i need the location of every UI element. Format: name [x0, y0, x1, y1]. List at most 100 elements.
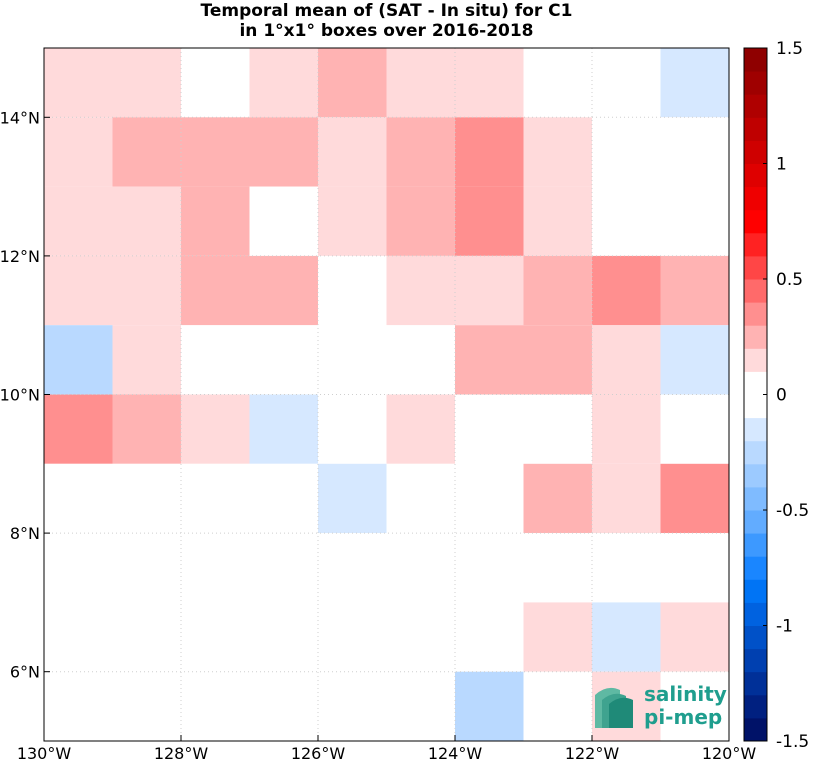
- colorbar-segment: [744, 671, 767, 696]
- colorbar-segment: [744, 394, 767, 419]
- heatmap-cell: [318, 48, 387, 118]
- colorbar-segment: [744, 279, 767, 303]
- colorbar-segment: [744, 71, 767, 95]
- heatmap-cell: [181, 394, 250, 464]
- heatmap-cell: [44, 602, 113, 672]
- colorbar-tick-label: -1: [776, 617, 793, 637]
- colorbar-segment: [744, 602, 767, 626]
- colorbar-segment: [744, 94, 767, 118]
- heatmap-cell: [249, 255, 318, 326]
- colorbar-segment: [744, 302, 767, 326]
- heatmap-cell: [181, 533, 250, 603]
- colorbar-tick-label: 0: [776, 386, 787, 406]
- heatmap-cell: [386, 394, 455, 464]
- colorbar-segment: [744, 510, 767, 534]
- heatmap-cell: [660, 671, 729, 741]
- heatmap-cell: [181, 463, 250, 534]
- heatmap-cell: [318, 463, 387, 534]
- heatmap-cell: [455, 255, 524, 326]
- colorbar-segment: [744, 209, 767, 234]
- heatmap-cell: [181, 255, 250, 326]
- heatmap-cell: [455, 325, 524, 395]
- heatmap-cell: [181, 602, 250, 672]
- colorbar-segment: [744, 717, 767, 742]
- heatmap-cell: [660, 186, 729, 256]
- heatmap-cell: [318, 117, 387, 187]
- heatmap-cell: [44, 533, 113, 603]
- salinity-pimep-logo: salinity pi-mep: [595, 682, 727, 729]
- colorbar-segment: [744, 371, 767, 395]
- colorbar-tick-label: -0.5: [776, 501, 809, 521]
- logo-waves-icon: [595, 687, 633, 728]
- heatmap-cell: [44, 255, 113, 326]
- heatmap-cell: [112, 48, 181, 118]
- heatmap-cell: [660, 533, 729, 603]
- heatmap-cell: [181, 325, 250, 395]
- heatmap-cell: [318, 325, 387, 395]
- heatmap-cell: [249, 671, 318, 741]
- heatmap-cell: [523, 463, 592, 534]
- x-tick-label: 130°W: [17, 744, 72, 763]
- heatmap-cell: [660, 117, 729, 187]
- colorbar-segment: [744, 533, 767, 557]
- colorbar-segment: [744, 440, 767, 465]
- heatmap-cell: [592, 325, 661, 395]
- heatmap-cell: [112, 671, 181, 741]
- heatmap-cell: [181, 48, 250, 118]
- heatmap-cell: [660, 602, 729, 672]
- heatmap-cell: [318, 533, 387, 603]
- heatmap-cell: [249, 117, 318, 187]
- x-tick-label: 126°W: [291, 744, 346, 763]
- colorbar-segment: [744, 255, 767, 280]
- heatmap-cell: [318, 186, 387, 256]
- heatmap-cell: [112, 602, 181, 672]
- colorbar-segment: [744, 648, 767, 673]
- colorbar-segment: [744, 625, 767, 650]
- heatmap-cell: [249, 602, 318, 672]
- y-tick-label: 8°N: [10, 524, 40, 543]
- heatmap-cell: [318, 602, 387, 672]
- heatmap-cell: [44, 671, 113, 741]
- heatmap-cell: [660, 394, 729, 464]
- logo-text-pimep: pi-mep: [644, 705, 722, 729]
- heatmap-cell: [523, 394, 592, 464]
- colorbar-segment: [744, 140, 767, 164]
- heatmap-cell: [386, 325, 455, 395]
- heatmap-cell: [112, 463, 181, 534]
- colorbar-tick-label: 1.5: [776, 39, 803, 59]
- heatmap-cell: [181, 186, 250, 256]
- heatmap-cell: [455, 117, 524, 187]
- heatmap-cell: [112, 255, 181, 326]
- heatmap-cell: [249, 394, 318, 464]
- colorbar-segment: [744, 232, 767, 257]
- colorbar-segment: [744, 556, 767, 580]
- chart-title-line-2: in 1°x1° boxes over 2016-2018: [239, 21, 534, 41]
- heatmap-cell: [249, 186, 318, 256]
- heatmap-cell: [386, 671, 455, 741]
- heatmap-cell: [455, 533, 524, 603]
- heatmap-cell: [44, 325, 113, 395]
- y-tick-label: 14°N: [0, 108, 40, 127]
- heatmap-cell: [249, 533, 318, 603]
- colorbar: 1.5 1 0.5 0 -0.5 -1 -1.5: [743, 39, 809, 752]
- chart-title-line-1: Temporal mean of (SAT - In situ) for C1: [200, 1, 573, 21]
- heatmap-cells: [44, 48, 729, 741]
- colorbar-segment: [744, 186, 767, 211]
- colorbar-segment: [744, 694, 767, 719]
- colorbar-segment: [744, 486, 767, 511]
- x-tick-label: 128°W: [154, 744, 209, 763]
- heatmap-cell: [660, 48, 729, 118]
- heatmap-cell: [523, 117, 592, 187]
- heatmap-cell: [592, 463, 661, 534]
- heatmap-cell: [112, 394, 181, 464]
- heatmap-cell: [318, 394, 387, 464]
- heatmap-cell: [455, 394, 524, 464]
- heatmap-cell: [44, 463, 113, 534]
- heatmap-cell: [523, 602, 592, 672]
- heatmap-cell: [592, 186, 661, 256]
- heatmap-cell: [249, 463, 318, 534]
- y-tick-label: 10°N: [0, 386, 40, 405]
- heatmap-cell: [181, 671, 250, 741]
- heatmap-cell: [523, 48, 592, 118]
